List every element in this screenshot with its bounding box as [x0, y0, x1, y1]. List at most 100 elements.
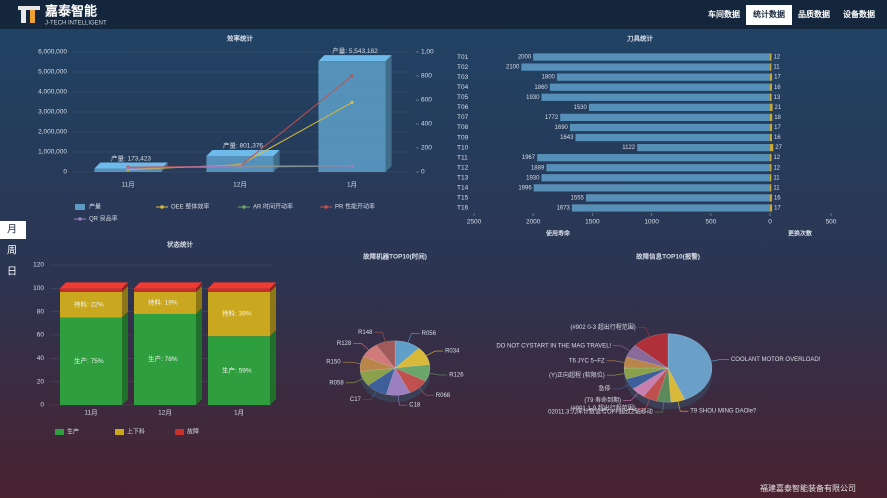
- y-category-label: T07: [457, 114, 469, 121]
- y-category-label: T09: [457, 134, 469, 141]
- pie-slice: [394, 340, 420, 369]
- bar: [770, 154, 772, 162]
- bar: [770, 143, 774, 152]
- bar-side: [122, 282, 128, 292]
- x-tick-label: 500: [705, 219, 716, 226]
- y-category-label: T12: [457, 164, 469, 171]
- bar-side: [122, 311, 128, 405]
- leader-line: [397, 395, 408, 406]
- data-label: 2100: [506, 65, 520, 71]
- bar-segment: [134, 288, 196, 292]
- bar-top: [134, 282, 202, 289]
- y-tick-label: 80: [37, 308, 45, 315]
- x-tick-label: 1500: [585, 219, 600, 226]
- data-label: 17: [774, 206, 781, 212]
- y-category-label: T16: [457, 205, 469, 212]
- side-tab-active-bg[interactable]: [0, 221, 26, 239]
- line-point: [238, 164, 242, 168]
- bar: [533, 53, 770, 61]
- nav-item[interactable]: 统计数据: [753, 9, 785, 19]
- bar: [770, 53, 772, 61]
- bar-top: [318, 55, 392, 62]
- y2-tick-label: 400: [421, 121, 432, 128]
- bar: [541, 174, 770, 182]
- bar-top: [206, 149, 280, 156]
- bar-side: [270, 282, 276, 292]
- nav-active-bg[interactable]: [746, 5, 792, 25]
- bar: [318, 61, 386, 172]
- footer: 福建嘉泰智能装备有限公司: [760, 483, 856, 493]
- legend-label: 故障: [187, 428, 199, 436]
- legend-dot: [324, 205, 328, 209]
- y-tick-label: 4,000,000: [38, 89, 67, 96]
- pie-slice: [394, 347, 430, 369]
- line-point: [350, 74, 354, 78]
- bar-side: [122, 285, 128, 318]
- slice-label: R034: [445, 349, 460, 355]
- side-tab[interactable]: 日: [7, 267, 17, 278]
- nav-item[interactable]: 品质数据: [798, 9, 830, 19]
- data-label: 17: [774, 125, 781, 131]
- pie-slice: [394, 367, 426, 393]
- y-category-label: T05: [457, 94, 469, 101]
- x-axis-label: 使用寿命: [545, 230, 571, 238]
- y-tick-label: 0: [63, 169, 67, 176]
- bar: [770, 63, 772, 71]
- y-category-label: T01: [457, 54, 469, 61]
- bar: [770, 123, 773, 132]
- bar: [770, 164, 772, 172]
- leader-line: [353, 343, 369, 351]
- bar-segment: [60, 288, 122, 292]
- bar-segment: [208, 336, 270, 405]
- data-label: 生产: 75%: [74, 356, 104, 365]
- data-label: 21: [775, 105, 782, 111]
- slice-label: C17: [350, 397, 362, 403]
- nav-item[interactable]: 车间数据: [708, 9, 740, 19]
- brand: 嘉泰智能: [44, 3, 97, 18]
- y-tick-label: 60: [37, 332, 45, 339]
- bar-side: [196, 308, 202, 405]
- y2-tick-label: 0: [421, 169, 425, 176]
- data-label: 1690: [555, 125, 569, 131]
- bar: [537, 154, 770, 162]
- leader-line: [654, 402, 664, 413]
- slice-label: DO NOT CYSTART IN THE MAG TRAVEL!: [496, 343, 611, 349]
- leader-line: [374, 331, 386, 342]
- bar-side: [270, 330, 276, 405]
- data-label: 18: [774, 115, 781, 121]
- bar: [575, 133, 770, 142]
- data-label: 待料: 22%: [74, 299, 104, 308]
- bar: [770, 174, 772, 182]
- chart-title: 故障机器TOP10(时间): [363, 252, 427, 261]
- nav-item[interactable]: 设备数据: [843, 9, 875, 19]
- leader-line: [606, 373, 625, 376]
- leader-line: [418, 387, 434, 396]
- leader-line: [612, 383, 630, 390]
- data-label: 27: [775, 145, 782, 151]
- data-label: 1967: [522, 155, 536, 161]
- data-label: 1772: [545, 115, 559, 121]
- slice-label: COOLANT MOTOR OVERLOAD!: [731, 357, 821, 363]
- bar-segment: [60, 317, 122, 405]
- chart-title: 故障信息TOP10(报警): [636, 252, 700, 261]
- data-label: 13: [774, 95, 781, 101]
- bar: [521, 63, 770, 71]
- leader-line: [426, 350, 444, 356]
- bar-side: [385, 55, 392, 172]
- data-label: 1643: [560, 135, 574, 141]
- leader-line: [711, 359, 729, 362]
- y-tick-label: 5,000,000: [38, 69, 67, 76]
- bar-side: [196, 282, 202, 292]
- leader-line: [613, 345, 631, 352]
- side-tab[interactable]: 周: [7, 245, 17, 257]
- slice-label: 02011.3:刀库计数信号OFF超过Z轴移动: [548, 408, 653, 416]
- legend-dot: [242, 205, 246, 209]
- y-category-label: T06: [457, 104, 469, 111]
- y2-tick-label: 800: [421, 73, 432, 80]
- y-tick-label: 20: [37, 378, 45, 385]
- legend-label: 产量: [89, 203, 101, 211]
- pie-slice: [634, 333, 669, 369]
- side-tab[interactable]: 月: [7, 224, 17, 236]
- leader-line: [606, 360, 625, 363]
